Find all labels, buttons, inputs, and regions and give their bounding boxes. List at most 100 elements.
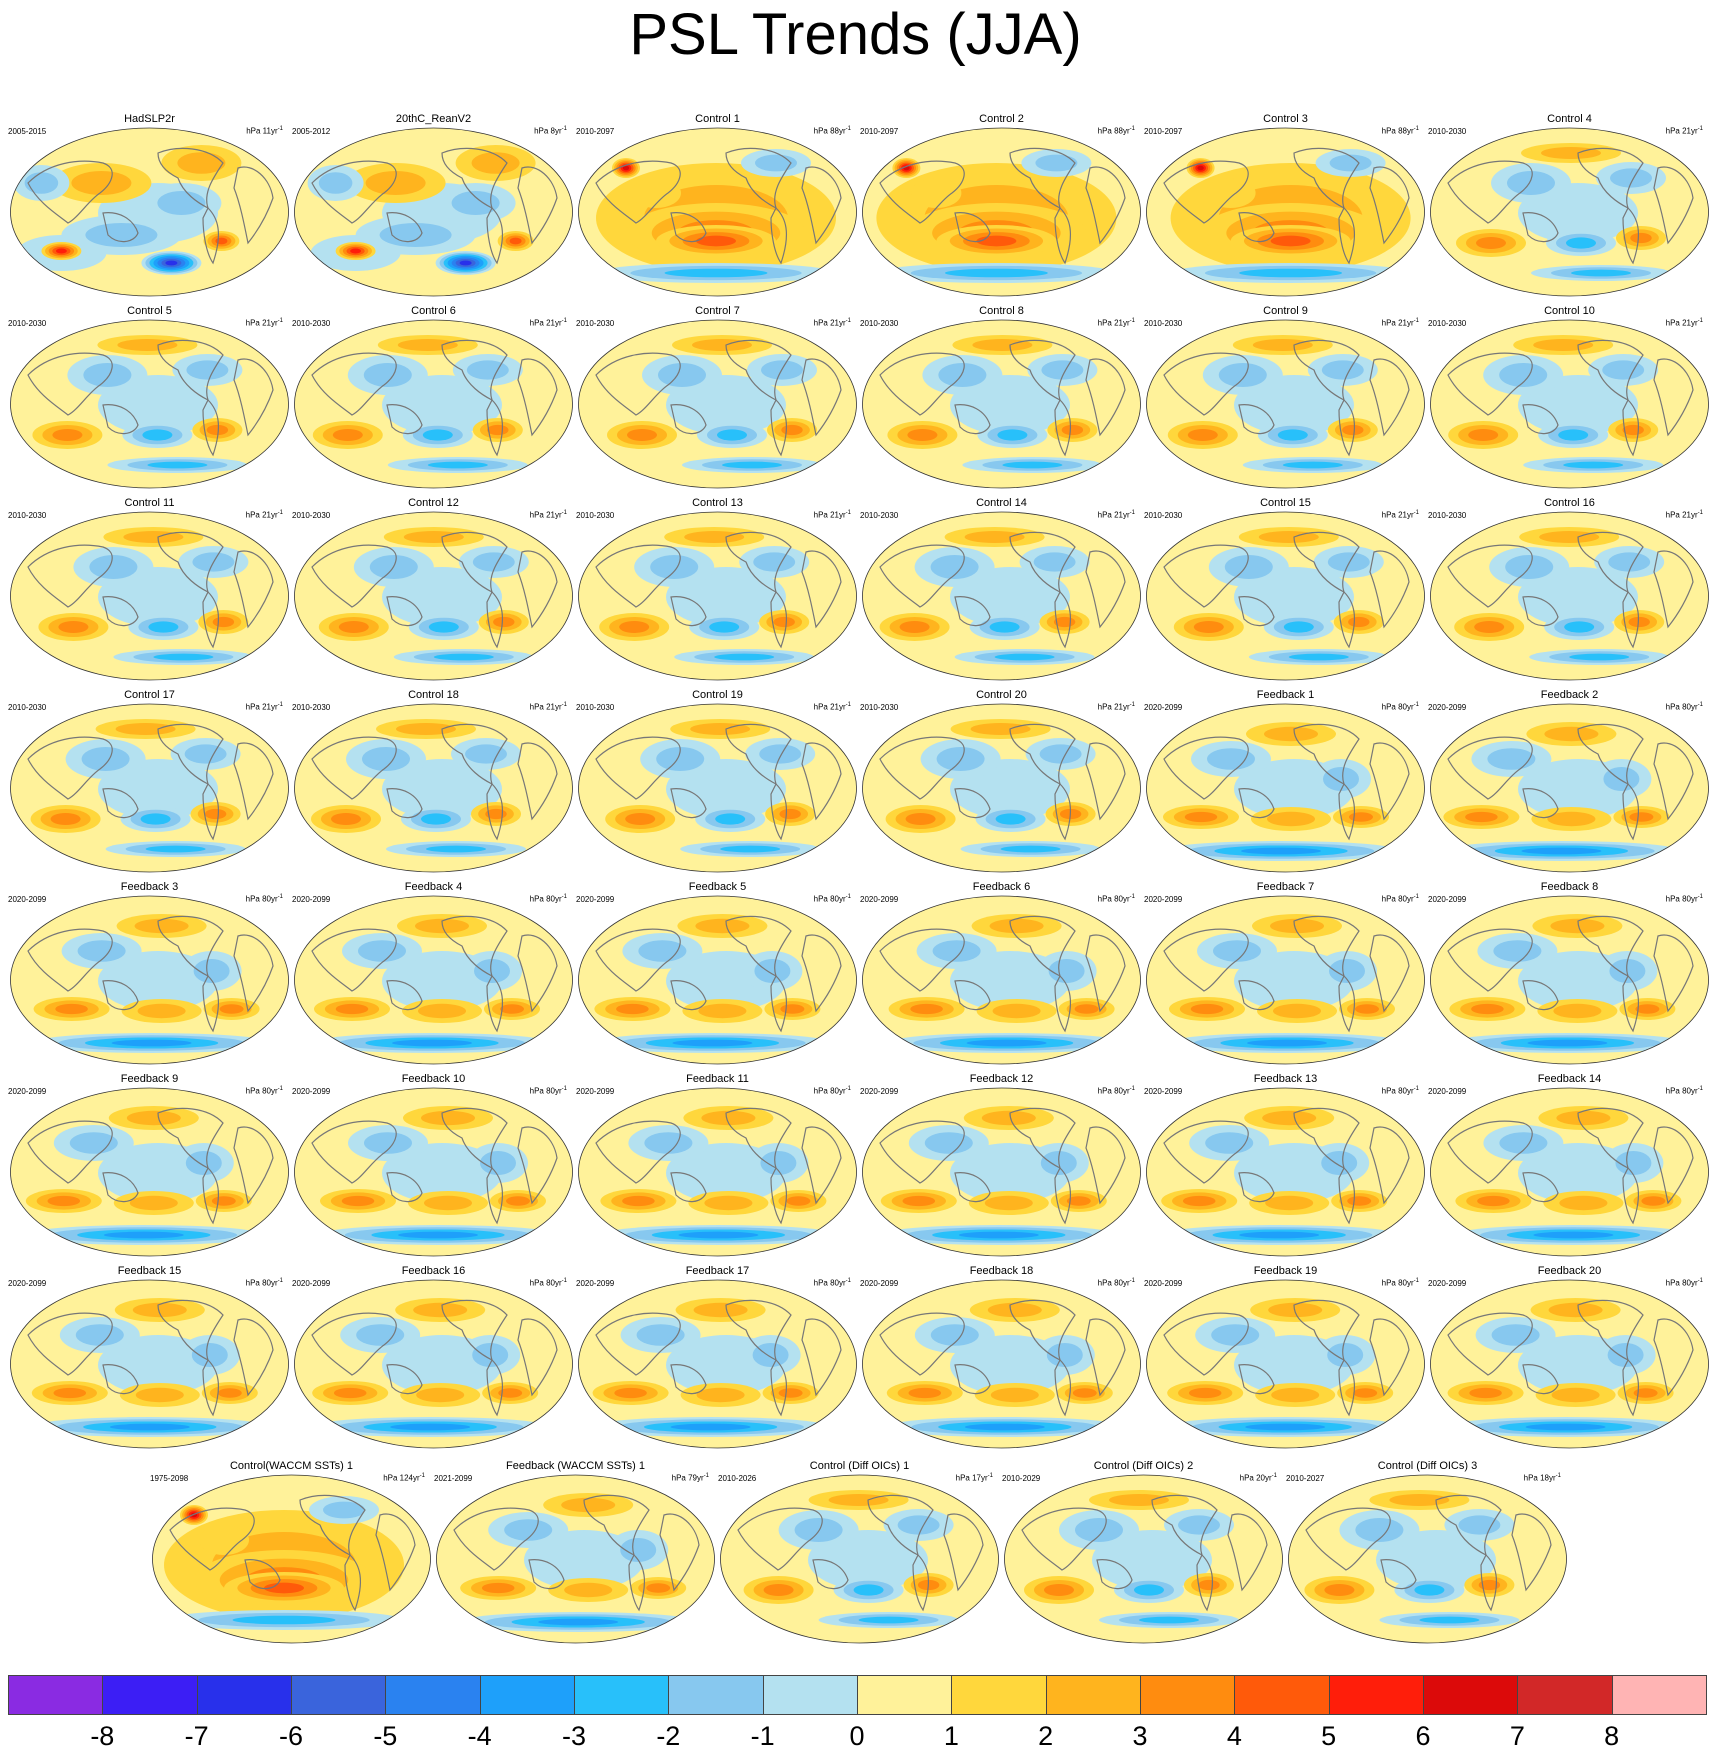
panel-units-text: hPa 21yr <box>1097 318 1130 328</box>
panel-years: 2020-2099 <box>8 1087 47 1096</box>
panel-years: 2010-2026 <box>718 1474 757 1483</box>
map-panel: Control 20 2010-2030 hPa 21yr-1 <box>860 689 1143 877</box>
panel-years: 2020-2099 <box>1428 1279 1467 1288</box>
panel-units-exponent: -1 <box>1697 1086 1703 1092</box>
panel-title: HadSLP2r <box>124 113 175 125</box>
panel-units-exponent: -1 <box>419 1473 425 1479</box>
colorbar-tick-label: -3 <box>561 1721 586 1751</box>
panel-title: Feedback 18 <box>969 1265 1034 1277</box>
panel-title: Feedback 17 <box>685 1265 750 1277</box>
world-map <box>1430 511 1709 681</box>
panel-units-exponent: -1 <box>703 1473 709 1479</box>
colorbar-swatch <box>8 1675 104 1715</box>
panel-units: hPa 17yr-1 <box>956 1472 993 1483</box>
panel-years: 2010-2030 <box>576 511 615 520</box>
panel-units-exponent: -1 <box>1697 318 1703 324</box>
panel-years: 2020-2099 <box>1144 1087 1183 1096</box>
world-map <box>578 1087 857 1257</box>
map-panel: Feedback 10 2020-2099 hPa 80yr-1 <box>292 1073 575 1261</box>
panel-units-exponent: -1 <box>1129 894 1135 900</box>
world-map <box>578 511 857 681</box>
panel-units-text: hPa 124yr <box>383 1473 420 1483</box>
panel-years: 2020-2099 <box>1428 895 1467 904</box>
panel-years: 2020-2099 <box>860 1279 899 1288</box>
panel-units-text: hPa 80yr <box>529 1086 562 1096</box>
map-panel: Feedback 17 2020-2099 hPa 80yr-1 <box>576 1265 859 1453</box>
panel-units-text: hPa 21yr <box>1665 510 1698 520</box>
panel-units-exponent: -1 <box>1413 702 1419 708</box>
map-panel: Feedback 3 2020-2099 hPa 80yr-1 <box>8 881 291 1069</box>
panel-title: Control 16 <box>1544 497 1595 509</box>
panel-units-exponent: -1 <box>845 702 851 708</box>
panel-units-text: hPa 80yr <box>1381 702 1414 712</box>
world-map <box>1146 1087 1425 1257</box>
map-panel: Control 18 2010-2030 hPa 21yr-1 <box>292 689 575 877</box>
panel-units-exponent: -1 <box>845 1278 851 1284</box>
map-panel: Feedback 19 2020-2099 hPa 80yr-1 <box>1144 1265 1427 1453</box>
world-map <box>862 1279 1141 1449</box>
world-map <box>578 1279 857 1449</box>
panel-units: hPa 80yr-1 <box>530 1277 567 1288</box>
panel-units-text: hPa 80yr <box>813 894 846 904</box>
panel-units-text: hPa 21yr <box>1381 510 1414 520</box>
map-panel: Control (Diff OICs) 3 2010-2027 hPa 18yr-1 <box>1286 1460 1569 1648</box>
map-panel: Control 6 2010-2030 hPa 21yr-1 <box>292 305 575 493</box>
panel-years: 2010-2030 <box>1428 319 1467 328</box>
map-panel: Feedback 6 2020-2099 hPa 80yr-1 <box>860 881 1143 1069</box>
panel-units: hPa 21yr-1 <box>530 509 567 520</box>
panel-title: Control 10 <box>1544 305 1595 317</box>
colorbar-tick-label: 1 <box>943 1721 959 1751</box>
world-map <box>294 895 573 1065</box>
panel-years: 2020-2099 <box>860 895 899 904</box>
panel-units: hPa 88yr-1 <box>1098 125 1135 136</box>
panel-years: 2010-2030 <box>860 511 899 520</box>
panel-units-text: hPa 80yr <box>1381 1278 1414 1288</box>
world-map <box>294 127 573 297</box>
panel-units-exponent: -1 <box>845 318 851 324</box>
panel-title: 20thC_ReanV2 <box>395 113 472 125</box>
world-map <box>1430 127 1709 297</box>
map-panel: 20thC_ReanV2 2005-2012 hPa 8yr-1 <box>292 113 575 301</box>
panel-years: 2020-2099 <box>576 1279 615 1288</box>
map-panel: Feedback 14 2020-2099 hPa 80yr-1 <box>1428 1073 1711 1261</box>
panel-years: 2010-2027 <box>1286 1474 1325 1483</box>
panel-years: 2010-2030 <box>860 319 899 328</box>
world-map <box>1146 127 1425 297</box>
map-panel: Feedback 4 2020-2099 hPa 80yr-1 <box>292 881 575 1069</box>
panel-units-exponent: -1 <box>845 510 851 516</box>
panel-units-exponent: -1 <box>277 510 283 516</box>
panel-units-exponent: -1 <box>1129 126 1135 132</box>
panel-units: hPa 21yr-1 <box>530 317 567 328</box>
world-map <box>578 127 857 297</box>
panel-years: 2010-2030 <box>8 319 47 328</box>
panel-units: hPa 80yr-1 <box>1666 701 1703 712</box>
panel-units: hPa 80yr-1 <box>814 1277 851 1288</box>
panel-units-text: hPa 80yr <box>1665 702 1698 712</box>
world-map <box>294 511 573 681</box>
colorbar-tick-label: 2 <box>1038 1721 1054 1751</box>
colorbar-swatch <box>1423 1675 1519 1715</box>
panel-title: Control 9 <box>1263 305 1308 317</box>
world-map <box>10 703 289 873</box>
panel-units-text: hPa 80yr <box>245 894 278 904</box>
panel-units: hPa 21yr-1 <box>1382 509 1419 520</box>
panel-units: hPa 8yr-1 <box>534 125 567 136</box>
panel-units-text: hPa 21yr <box>245 702 278 712</box>
panel-title: Control (Diff OICs) 2 <box>1093 1460 1194 1472</box>
panel-units-text: hPa 80yr <box>1381 1086 1414 1096</box>
map-panel: Feedback 18 2020-2099 hPa 80yr-1 <box>860 1265 1143 1453</box>
panel-units: hPa 21yr-1 <box>1098 701 1135 712</box>
panel-units-exponent: -1 <box>845 1086 851 1092</box>
panel-title: Feedback 13 <box>1253 1073 1318 1085</box>
panel-title: Feedback (WACCM SSTs) 1 <box>506 1460 645 1472</box>
map-panel: Feedback 1 2020-2099 hPa 80yr-1 <box>1144 689 1427 877</box>
panel-years: 2010-2030 <box>1144 319 1183 328</box>
panel-years: 2020-2099 <box>576 895 615 904</box>
panel-years: 2020-2099 <box>8 895 47 904</box>
panel-units-exponent: -1 <box>1697 510 1703 516</box>
panel-units-text: hPa 80yr <box>1665 894 1698 904</box>
panel-years: 2010-2030 <box>576 319 615 328</box>
map-panel: Feedback 11 2020-2099 hPa 80yr-1 <box>576 1073 859 1261</box>
panel-years: 2010-2030 <box>1428 127 1467 136</box>
panel-title: Feedback 19 <box>1253 1265 1318 1277</box>
